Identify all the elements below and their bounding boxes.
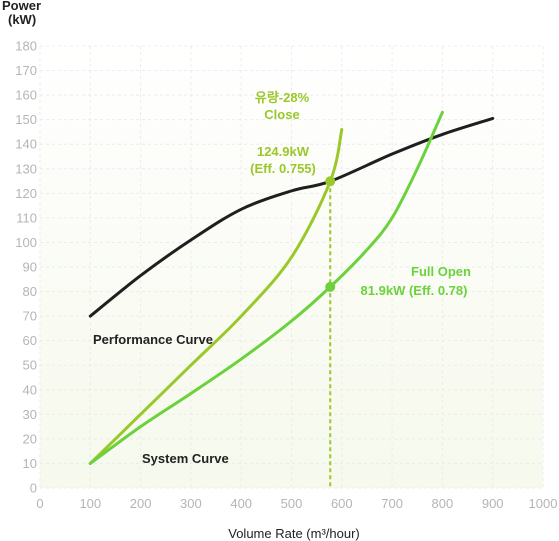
x-tick-label: 100 bbox=[79, 496, 101, 511]
y-axis-ticks: 0 10 20 30 40 50 60 70 80 90 100 110 120 130 140 150 160… bbox=[15, 39, 37, 496]
y-tick-label: 170 bbox=[15, 63, 37, 78]
y-tick-label: 150 bbox=[15, 112, 37, 127]
x-tick-label: 500 bbox=[281, 496, 303, 511]
close-operating-point bbox=[325, 176, 336, 187]
y-tick-label: 80 bbox=[23, 284, 37, 299]
x-tick-label: 200 bbox=[130, 496, 152, 511]
y-tick-label: 180 bbox=[15, 39, 37, 54]
y-tick-label: 0 bbox=[30, 481, 37, 496]
close-annotation-title: 유량-28% bbox=[255, 90, 310, 105]
x-tick-label: 700 bbox=[381, 496, 403, 511]
y-tick-label: 110 bbox=[16, 210, 37, 225]
performance-curve-label: Performance Curve bbox=[93, 332, 213, 347]
x-tick-label: 0 bbox=[36, 496, 43, 511]
y-axis-unit: (kW) bbox=[8, 12, 36, 27]
y-axis-title: Power bbox=[2, 0, 41, 13]
y-tick-label: 20 bbox=[23, 431, 37, 446]
full-open-operating-point bbox=[325, 281, 336, 292]
y-tick-label: 140 bbox=[15, 137, 37, 152]
x-tick-label: 900 bbox=[482, 496, 504, 511]
x-axis-ticks: 0 100 200 300 400 500 600 700 800 900 1000 bbox=[36, 496, 557, 511]
full-open-system-curve bbox=[88, 110, 444, 465]
x-tick-label: 300 bbox=[180, 496, 202, 511]
close-annotation-efficiency: (Eff. 0.755) bbox=[250, 161, 316, 176]
y-tick-label: 40 bbox=[23, 382, 37, 397]
y-tick-label: 100 bbox=[15, 235, 37, 250]
full-open-annotation-value: 81.9kW (Eff. 0.78) bbox=[361, 283, 468, 298]
x-tick-label: 800 bbox=[432, 496, 454, 511]
y-tick-label: 30 bbox=[23, 407, 37, 422]
y-tick-label: 90 bbox=[23, 260, 37, 275]
y-tick-label: 50 bbox=[23, 358, 37, 373]
x-tick-label: 1000 bbox=[529, 496, 558, 511]
y-tick-label: 60 bbox=[23, 333, 37, 348]
x-tick-label: 600 bbox=[331, 496, 353, 511]
y-tick-label: 70 bbox=[23, 309, 37, 324]
close-annotation-subtitle: Close bbox=[264, 107, 299, 122]
y-tick-label: 120 bbox=[15, 186, 37, 201]
full-open-annotation-title: Full Open bbox=[411, 264, 471, 279]
y-tick-label: 10 bbox=[23, 456, 37, 471]
grid bbox=[39, 45, 544, 489]
system-curve-label: System Curve bbox=[142, 451, 229, 466]
y-tick-label: 130 bbox=[15, 161, 37, 176]
performance-curve bbox=[88, 116, 495, 318]
y-tick-label: 160 bbox=[15, 88, 37, 103]
x-axis-title: Volume Rate (m³/hour) bbox=[228, 526, 360, 541]
x-tick-label: 400 bbox=[230, 496, 252, 511]
close-annotation-value: 124.9kW bbox=[257, 144, 310, 159]
